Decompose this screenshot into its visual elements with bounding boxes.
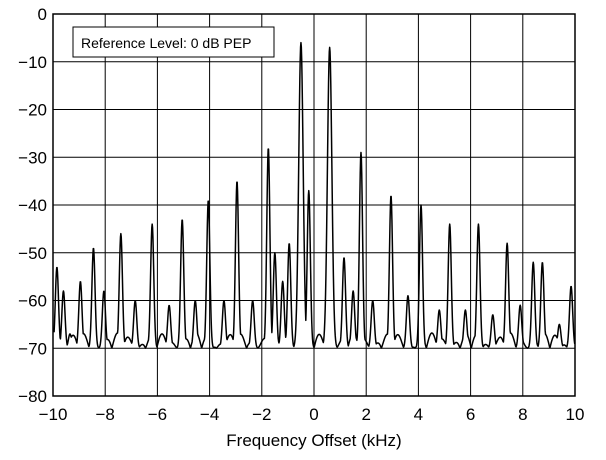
legend-box — [72, 26, 275, 58]
x-tick-label: 6 — [466, 405, 475, 424]
x-tick-label: 8 — [518, 405, 527, 424]
reference-level-text: Reference Level: 0 dB PEP — [81, 35, 251, 51]
y-tick-label: −30 — [18, 148, 47, 167]
y-axis-tick-labels: 0 −10 −20 −30 −40 −50 −60 −70 −80 — [18, 5, 47, 406]
grid-lines — [52, 13, 576, 397]
x-tick-label: −2 — [252, 405, 271, 424]
x-axis-title: Frequency Offset (kHz) — [226, 431, 401, 450]
y-tick-label: −10 — [18, 53, 47, 72]
x-tick-label: −6 — [148, 405, 167, 424]
y-tick-label: 0 — [38, 5, 47, 24]
y-tick-label: −70 — [18, 339, 47, 358]
y-tick-label: −50 — [18, 244, 47, 263]
spectrum-series-line — [52, 41, 576, 349]
x-tick-label: 0 — [309, 405, 318, 424]
plot-frame — [52, 13, 576, 397]
x-axis-tick-labels: −10 −8 −6 −4 −2 0 2 4 6 8 10 — [39, 405, 585, 424]
x-tick-label: 4 — [414, 405, 423, 424]
reference-level-legend: Reference Level: 0 dB PEP — [72, 26, 275, 58]
y-tick-label: −40 — [18, 196, 47, 215]
y-tick-label: −60 — [18, 292, 47, 311]
x-tick-label: −8 — [96, 405, 115, 424]
x-tick-label: −10 — [39, 405, 68, 424]
x-tick-label: 2 — [361, 405, 370, 424]
x-tick-label: −4 — [200, 405, 219, 424]
x-tick-label: 10 — [566, 405, 585, 424]
y-tick-label: −80 — [18, 387, 47, 406]
y-tick-label: −20 — [18, 101, 47, 120]
